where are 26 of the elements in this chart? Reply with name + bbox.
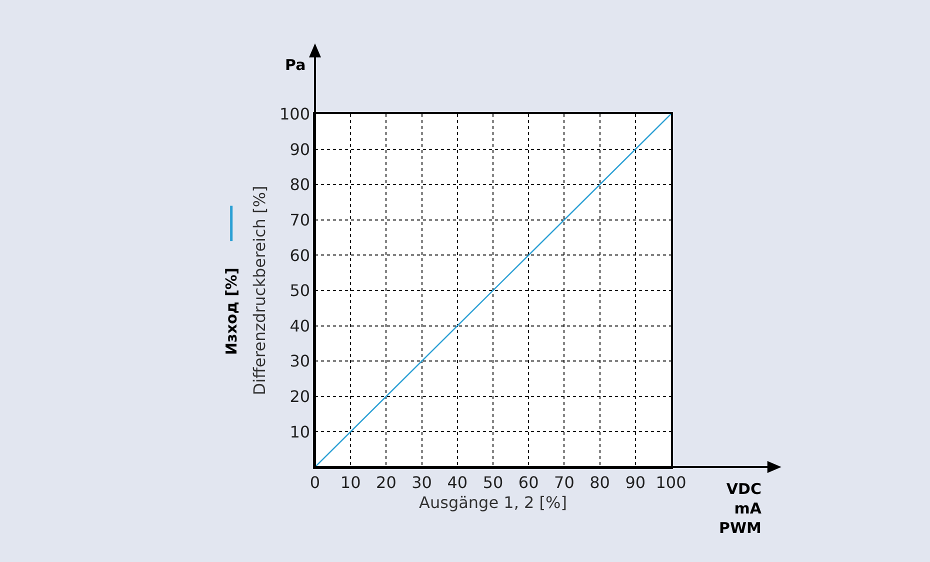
x-tick-label: 80	[590, 472, 610, 492]
y-axis-title: Differenzdruckbereich [%]	[250, 186, 269, 396]
text: Pa	[285, 56, 306, 74]
x-tick-label: 70	[554, 472, 574, 492]
x-axis-title: Ausgänge 1, 2 [%]	[419, 493, 567, 512]
x-tick-label: 100	[656, 472, 686, 492]
y-tick-label: 20	[290, 387, 310, 406]
x-tick-label: 20	[376, 472, 396, 492]
y-tick-label: 10	[290, 422, 310, 442]
x-tick-label: 60	[518, 472, 539, 492]
y-tick-label: 30	[290, 352, 310, 371]
x-tick-label: 10	[340, 472, 361, 492]
x-tick-label: 90	[625, 472, 646, 492]
y-tick-label: 60	[290, 246, 310, 265]
y-tick-label: 80	[290, 175, 310, 194]
y-tick-label: 100	[280, 104, 310, 124]
x-tick-label: 40	[447, 472, 468, 492]
y-tick-label: 50	[290, 281, 310, 300]
y-tick-label: 70	[290, 210, 310, 230]
y-tick-label: 40	[290, 316, 310, 336]
x-tick-label: 50	[482, 472, 504, 492]
text: VDC mA PWM	[719, 480, 762, 537]
y-tick-label: 90	[290, 140, 310, 159]
text: Изход [%]	[222, 268, 241, 356]
x-tick-label: 0	[310, 472, 320, 492]
x-tick-label: 30	[412, 472, 432, 492]
